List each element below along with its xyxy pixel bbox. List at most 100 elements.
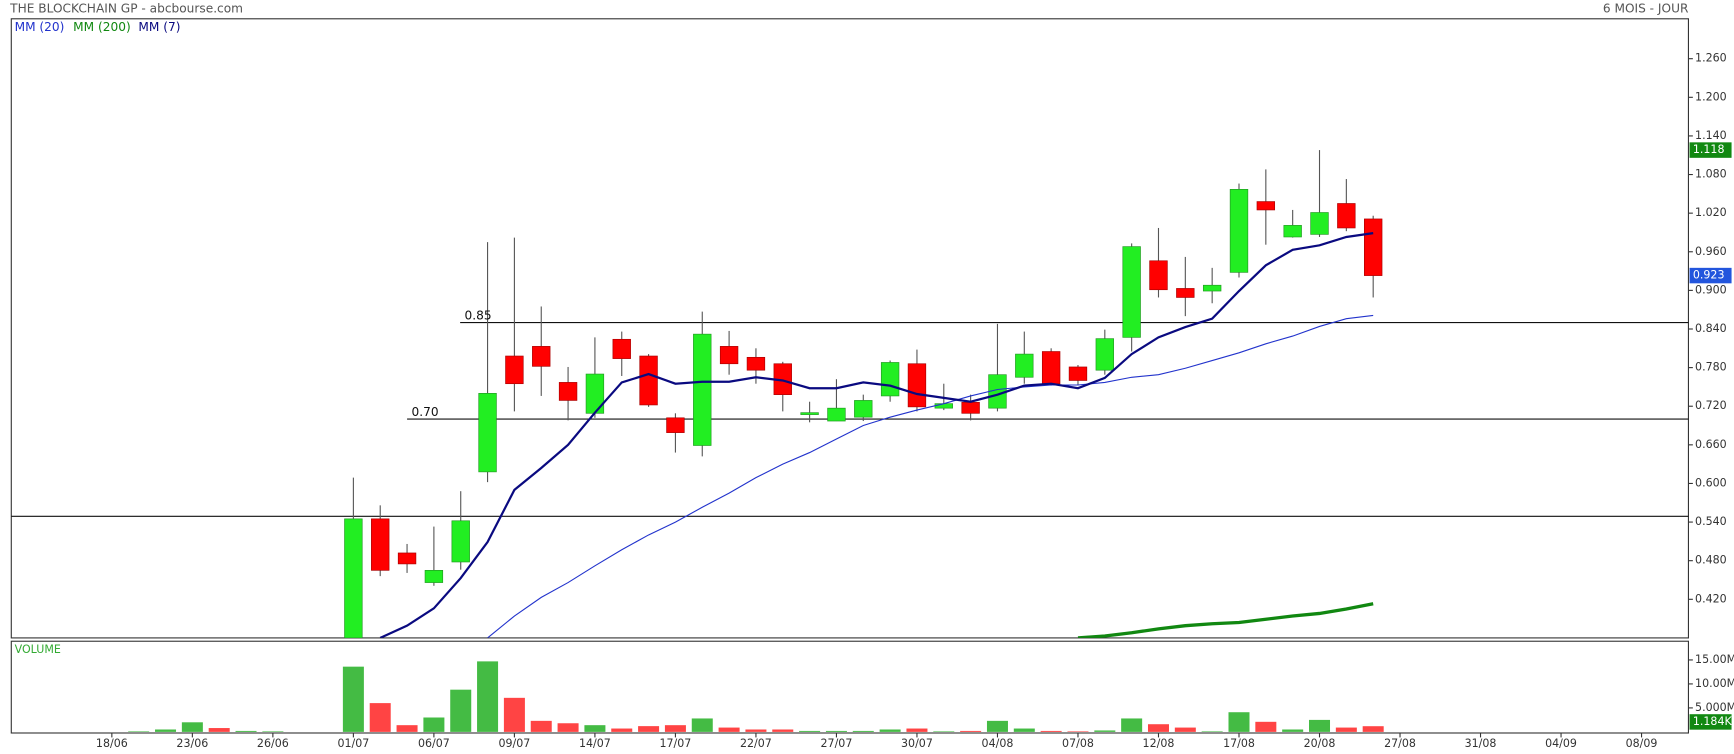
volume-bar [557,723,579,732]
candle-body [558,382,578,401]
x-tick-label: 14/07 [579,737,611,750]
volume-tick-label: 5.000M [1695,701,1734,714]
chart-title: THE BLOCKCHAIN GP - abcbourse.com [9,1,243,15]
volume-bar [530,720,552,732]
level-label: 0.85 [465,308,492,322]
candle-body [1122,246,1141,338]
volume-bar [155,729,177,732]
candle-body [666,417,685,433]
volume-bar [1335,727,1357,732]
y-tick-label: 0.540 [1695,515,1727,528]
volume-bar [1228,712,1250,732]
volume-bar [1040,730,1062,732]
x-tick-label: 17/08 [1223,737,1255,750]
volume-bar [235,730,257,732]
candle-body [1229,189,1249,273]
y-tick-label: 1.020 [1695,206,1727,219]
candle-body [1283,225,1302,238]
candle-body [344,518,363,638]
volume-tick-label: 10.00M [1695,677,1734,690]
volume-bar [691,718,713,732]
volume-bar [1309,719,1331,732]
legend-entry: MM (7) [138,20,180,34]
x-tick-label: 04/08 [982,737,1014,750]
volume-bar [906,728,928,732]
volume-bar [503,697,525,732]
volume-bar [1067,731,1089,732]
volume-bar [852,730,874,732]
y-tick-label: 0.480 [1695,554,1727,567]
x-tick-label: 20/08 [1304,737,1336,750]
high-label-box [1689,142,1732,158]
x-tick-label: 17/07 [660,737,692,750]
volume-panel [10,640,1689,734]
candle-body [719,346,739,365]
candle-body [397,552,417,565]
volume-bar [611,728,633,732]
volume-bar [369,703,391,732]
volume-bar [262,731,284,732]
volume-bar [933,731,955,732]
volume-bar [128,731,150,732]
volume-bar [1255,721,1277,732]
candle-body [1256,201,1276,211]
candle-body [934,403,953,409]
candle-body [585,373,605,414]
y-tick-label: 0.840 [1695,322,1727,335]
x-tick-label: 06/07 [418,737,450,750]
volume-bar [1147,724,1169,732]
x-tick-label: 27/08 [1384,737,1416,750]
high-label: 1.118 [1693,143,1725,156]
x-tick-label: 23/06 [176,737,208,750]
x-tick-label: 22/07 [740,737,772,750]
volume-bar [1362,726,1384,732]
volume-plot [128,661,1384,732]
volume-bar [1013,728,1035,732]
volume-bar [1174,727,1196,732]
candle-body [371,518,390,571]
y-tick-label: 1.080 [1695,168,1727,181]
volume-bar [745,729,767,732]
volume-tick-label: 15.00M [1695,653,1734,666]
x-tick-label: 27/07 [821,737,853,750]
x-tick-label: 04/09 [1545,737,1577,750]
volume-bar [718,727,740,732]
volume-bar [799,730,821,732]
legend-entry: MM (200) [73,20,131,34]
volume-bar [208,728,230,732]
volume-bar [450,689,472,732]
volume-bar [825,730,847,732]
candle-body [907,363,927,408]
y-tick-label: 1.200 [1695,90,1727,103]
volume-bar [1121,718,1143,732]
x-tick-label: 09/07 [498,737,530,750]
price-panel [10,18,1689,639]
volume-bar [638,726,660,732]
last-volume-label-box [1689,714,1732,730]
candle-body [424,570,444,583]
candle-body [612,338,631,359]
x-tick-label: 08/09 [1626,737,1658,750]
x-tick-label: 31/08 [1465,737,1497,750]
candle-body [451,520,470,563]
candle-body [1364,218,1383,276]
volume-bar [1201,731,1223,732]
x-tick-label: 30/07 [901,737,933,750]
candle-body [827,407,846,422]
candle-body [961,402,980,414]
candle-body [854,400,873,418]
volume-bar [1282,729,1304,732]
volume-bar [986,720,1008,732]
candle-body [746,356,766,371]
moving-average [379,232,1374,638]
y-tick-label: 0.420 [1695,592,1727,605]
y-tick-label: 0.660 [1695,438,1727,451]
volume-bar [772,729,794,732]
volume-bar [423,717,445,732]
y-tick-label: 0.780 [1695,361,1727,374]
period: 6 MOIS - JOUR [1603,1,1689,15]
volume-bar [879,729,901,732]
